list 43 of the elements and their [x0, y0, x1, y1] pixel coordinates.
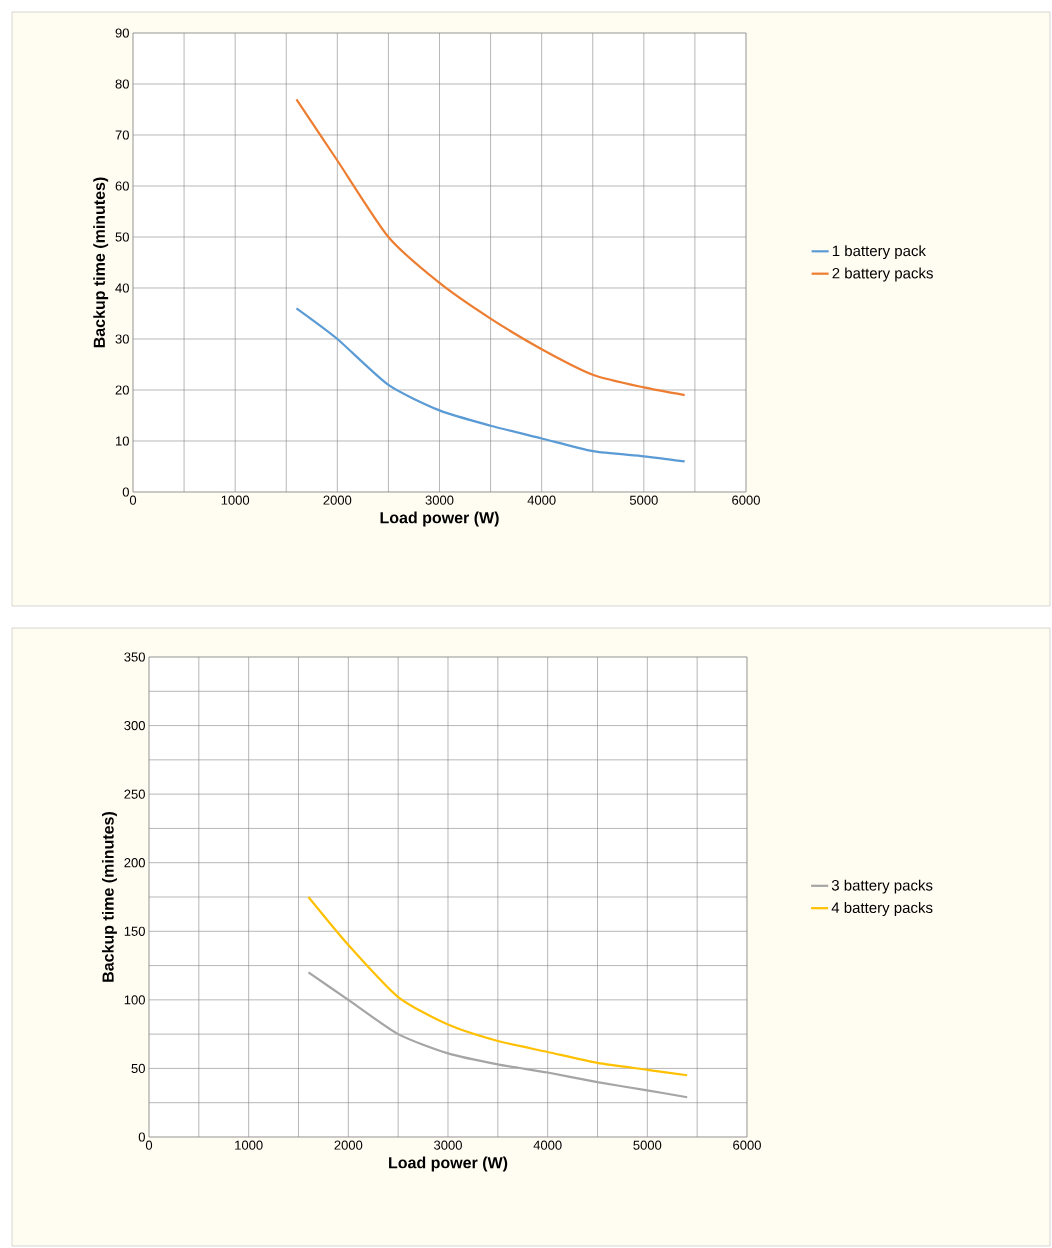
y-axis-title: Backup time (minutes): [102, 812, 117, 982]
x-tick-label: 4000: [527, 495, 556, 505]
y-tick-label: 40: [115, 283, 129, 293]
line-series: [295, 98, 686, 397]
x-tick-label: 2000: [334, 1140, 363, 1150]
y-tick-label: 60: [115, 181, 129, 191]
x-tick-label: 5000: [629, 495, 658, 505]
y-tick-label: 20: [115, 385, 129, 395]
x-tick-label: 4000: [533, 1140, 562, 1150]
y-axis-title: Backup time (minutes): [93, 177, 109, 348]
legend-label: 4 battery packs: [831, 902, 933, 916]
y-tick-label: 350: [124, 652, 145, 662]
y-tick-label: 250: [124, 789, 145, 799]
y-tick-label: 50: [115, 232, 129, 242]
y-tick-label: 100: [124, 995, 145, 1005]
x-tick-label: 6000: [733, 1140, 761, 1150]
y-tick-label: 0: [122, 487, 129, 497]
legend-label: 3 battery packs: [831, 879, 933, 894]
y-tick-label: 150: [124, 926, 145, 936]
x-tick-label: 0: [145, 1140, 153, 1150]
line-series: [307, 971, 689, 1099]
legend-label: 2 battery packs: [832, 267, 933, 282]
line-series: [295, 307, 686, 463]
x-tick-label: 2000: [323, 495, 352, 505]
y-tick-label: 30: [115, 334, 129, 344]
x-axis-title: Load power (W): [380, 511, 499, 527]
line-series: [307, 895, 689, 1077]
y-tick-label: 200: [124, 858, 145, 868]
y-tick-label: 50: [131, 1063, 145, 1074]
y-tick-label: 300: [124, 720, 145, 731]
y-tick-label: 0: [138, 1132, 145, 1142]
y-tick-label: 80: [115, 79, 129, 89]
x-tick-label: 1000: [235, 1140, 263, 1150]
legend-label: 1 battery pack: [832, 245, 926, 260]
x-tick-label: 5000: [633, 1140, 662, 1150]
x-axis-title: Load power (W): [389, 1156, 508, 1172]
x-tick-label: 6000: [732, 495, 760, 505]
y-tick-label: 90: [115, 28, 129, 38]
y-tick-label: 10: [115, 436, 129, 446]
x-tick-label: 1000: [221, 495, 250, 505]
x-tick-label: 3000: [434, 1140, 462, 1150]
y-tick-label: 70: [115, 130, 129, 140]
x-tick-label: 3000: [425, 495, 454, 505]
